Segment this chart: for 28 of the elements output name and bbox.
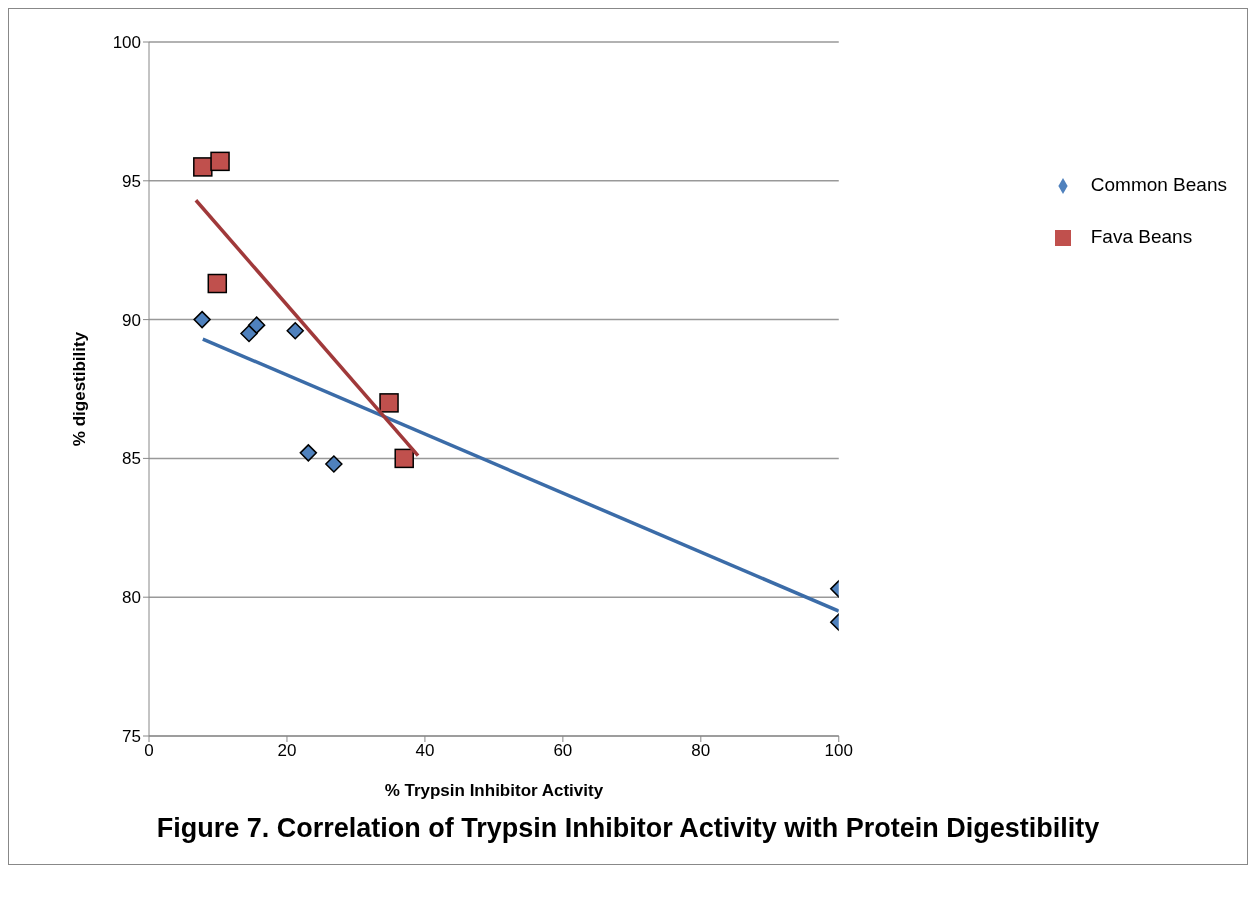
y-tick-label: 80 [122,588,141,608]
x-tick-label: 0 [144,741,154,761]
legend-label: Common Beans [1090,174,1227,195]
x-tick-label: 20 [277,741,297,761]
point [286,321,304,340]
y-tick-label: 85 [122,449,141,469]
point [247,316,266,334]
point [240,324,258,343]
x-tick-label: 100 [824,741,853,761]
y-tick-label: 90 [122,310,141,330]
point [299,444,318,462]
y-tick-label: 95 [122,171,141,191]
text: Figure 7. Correlation of Trypsin Inhibitor Activity with Protein Digestibility [155,812,1101,845]
y-tick-label: 75 [122,727,141,747]
x-tick-label: 60 [553,741,573,761]
point [325,455,343,473]
point [210,151,230,172]
y-tick-label: 100 [112,33,141,53]
point [379,393,399,413]
x-axis-title: % Trypsin Inhibitor Activity [384,781,604,800]
y-axis-title: % digestibility [70,331,90,447]
point [193,310,211,329]
x-tick-label: 40 [415,741,435,761]
point [394,448,414,469]
point [207,273,228,294]
x-tick-label: 80 [691,741,711,761]
point [193,157,213,177]
legend-label: Fava Beans [1090,226,1193,247]
